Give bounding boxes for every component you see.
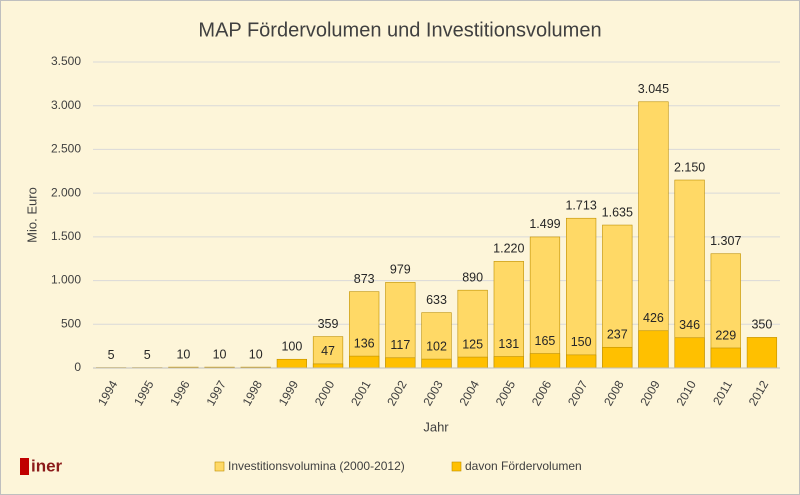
value-label: 2.150 [674, 160, 705, 174]
y-axis-title: Mio. Euro [24, 187, 39, 243]
y-tick-label: 0 [74, 360, 81, 374]
value-label: 100 [281, 340, 302, 354]
value-label: 131 [498, 337, 519, 351]
x-axis-title: Jahr [423, 419, 449, 434]
bar [385, 357, 416, 369]
value-label: 125 [462, 337, 483, 351]
y-tick-label: 3.000 [51, 98, 81, 112]
legend-label: davon Fördervolumen [465, 459, 582, 473]
y-tick-label: 1.500 [51, 229, 81, 243]
bar [349, 355, 380, 369]
value-label: 10 [176, 347, 190, 361]
legend-swatch [214, 461, 225, 472]
value-label: 890 [462, 270, 483, 284]
value-label: 150 [571, 335, 592, 349]
y-tick-label: 1.000 [51, 273, 81, 287]
legend-label: Investitionsvolumina (2000-2012) [228, 459, 405, 473]
value-label: 5 [108, 348, 115, 362]
value-label: 102 [426, 339, 447, 353]
bar [602, 346, 633, 369]
logo: iner [31, 456, 63, 475]
bar [421, 358, 452, 369]
bar [421, 312, 452, 369]
bar [674, 337, 705, 369]
bar [566, 354, 597, 369]
bar [312, 336, 344, 369]
value-label: 350 [751, 318, 772, 332]
bar [638, 101, 669, 369]
value-label: 1.220 [493, 242, 524, 256]
value-label: 1.713 [565, 199, 596, 213]
value-label: 1.635 [602, 205, 633, 219]
value-label: 10 [249, 347, 263, 361]
value-label: 3.045 [638, 82, 669, 96]
bar [566, 217, 597, 369]
bar [710, 347, 741, 369]
y-tick-label: 2.000 [51, 185, 81, 199]
value-label: 1.499 [529, 217, 560, 231]
value-label: 979 [390, 263, 411, 277]
value-label: 229 [715, 328, 736, 342]
bar [457, 289, 488, 369]
value-label: 117 [390, 338, 410, 352]
y-tick-label: 500 [61, 316, 81, 330]
y-tick-label: 2.500 [51, 142, 81, 156]
logo-mark [20, 458, 29, 475]
bar [312, 363, 344, 369]
value-label: 237 [607, 328, 628, 342]
value-label: 359 [318, 317, 339, 331]
value-label: 346 [679, 318, 700, 332]
bar [385, 282, 416, 369]
value-label: 165 [535, 334, 556, 348]
bar [493, 356, 524, 369]
bar [602, 224, 633, 369]
bar [349, 291, 380, 369]
chart-title: MAP Fördervolumen und Investitionsvolume… [198, 19, 601, 41]
bar [529, 353, 561, 369]
value-label: 136 [354, 336, 375, 350]
bar [674, 179, 705, 369]
value-label: 873 [354, 272, 375, 286]
bar [529, 236, 561, 369]
bar [746, 337, 778, 369]
value-label: 426 [643, 311, 664, 325]
y-tick-label: 3.500 [51, 54, 81, 68]
value-label: 47 [321, 344, 335, 358]
legend-swatch [451, 461, 462, 472]
value-label: 633 [426, 293, 447, 307]
bar [493, 261, 524, 369]
bar [276, 358, 307, 369]
bar [638, 330, 669, 369]
value-label: 5 [144, 348, 151, 362]
value-label: 1.307 [710, 234, 741, 248]
bar [457, 356, 488, 369]
value-label: 10 [213, 347, 227, 361]
